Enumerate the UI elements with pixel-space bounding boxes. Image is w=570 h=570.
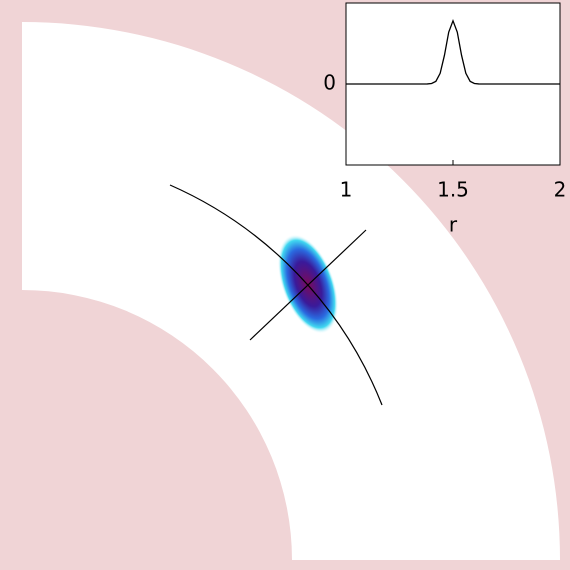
x-tick-label: 2 <box>554 178 567 202</box>
profile-line <box>346 18 560 85</box>
x-label: r <box>449 213 458 237</box>
x-tick-label: 1.5 <box>437 178 469 202</box>
y-tick-label: 0 <box>323 71 336 95</box>
x-tick-label: 1 <box>340 178 353 202</box>
wavefront-line <box>249 229 367 341</box>
wave-packet <box>277 234 339 334</box>
ray-arc <box>169 184 383 406</box>
